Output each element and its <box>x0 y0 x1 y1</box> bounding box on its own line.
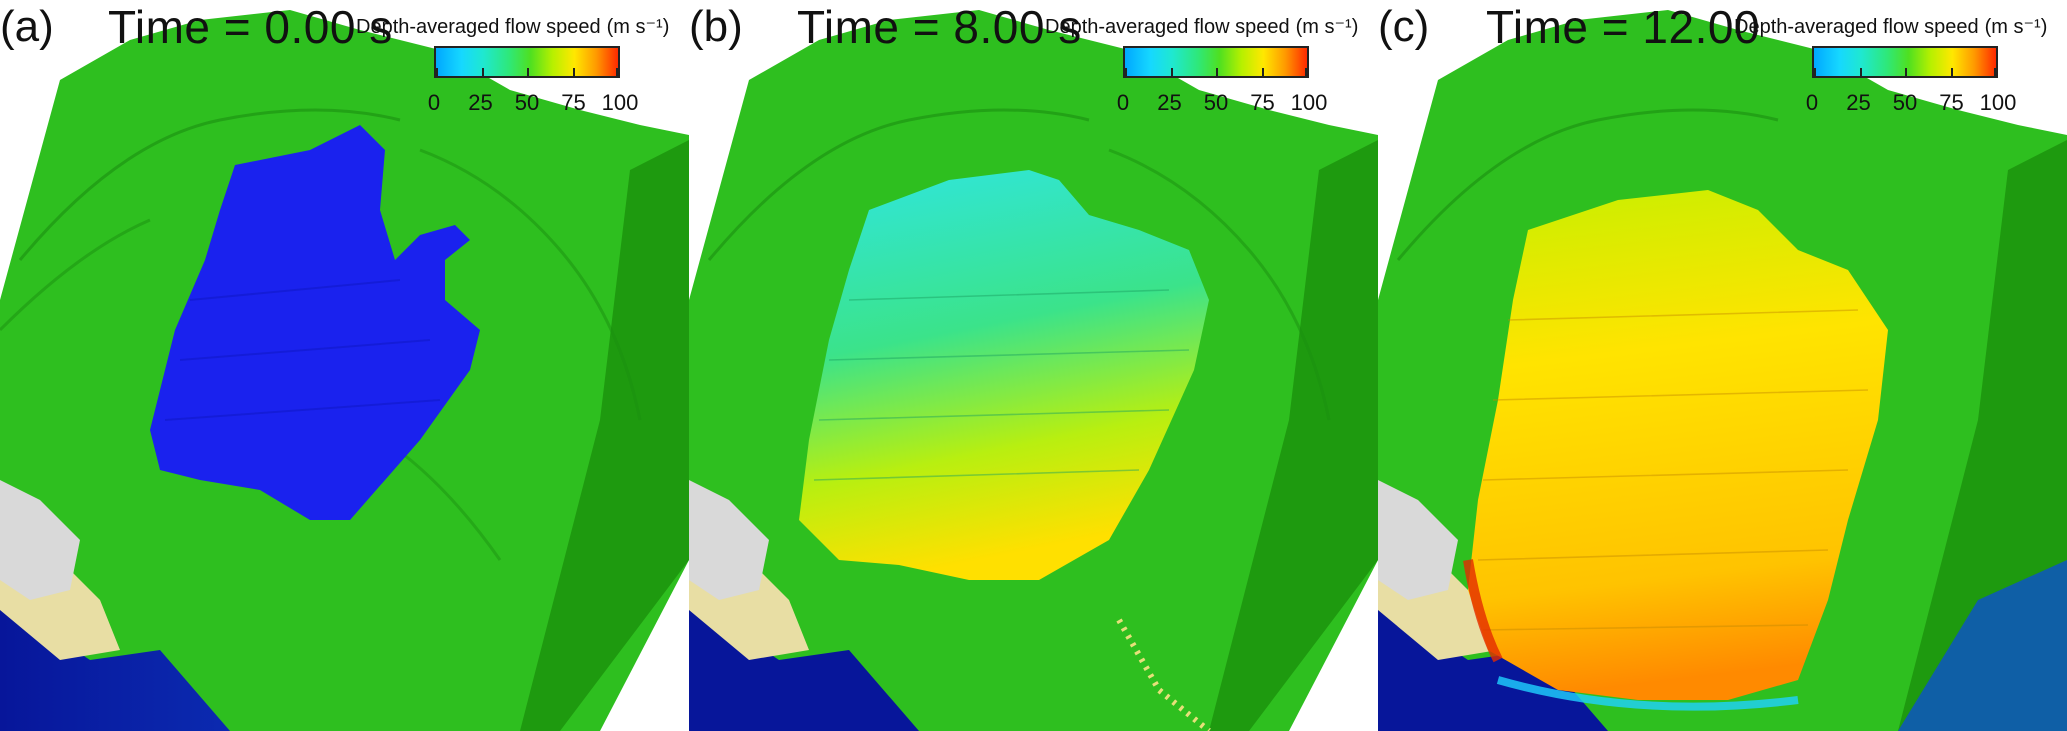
tick-25: 25 <box>1157 90 1182 115</box>
slide-mass <box>1468 190 1888 700</box>
rock <box>689 480 769 600</box>
time-title: Time = 0.00 s <box>108 1 393 53</box>
landslide-scene-a <box>0 10 689 731</box>
colorbar <box>1123 46 1309 78</box>
landslide-scene-b <box>689 10 1378 731</box>
cliff-face <box>1209 140 1378 731</box>
time-title: Time = 12.00 <box>1486 1 1761 53</box>
sea <box>0 600 230 731</box>
cliff-face <box>520 140 689 731</box>
panel-label: (a) <box>0 2 54 51</box>
tick-100: 100 <box>601 90 639 115</box>
colorbar-title: Depth-averaged flow speed (m s⁻¹) <box>1045 16 1359 38</box>
landslide-scene-c <box>1378 10 2067 731</box>
tick-0: 0 <box>427 90 441 115</box>
panel-c: (c) Time = 12.00 Depth-averaged flow spe… <box>1378 0 2067 731</box>
tick-75: 75 <box>1250 90 1275 115</box>
rock <box>0 480 80 600</box>
colorbar-tick-labels: 0 25 50 75 100 <box>428 90 638 116</box>
panel-b: (b) Time = 8.00 s Depth-averaged flow sp… <box>689 0 1378 731</box>
colorbar-title: Depth-averaged flow speed (m s⁻¹) <box>356 16 670 38</box>
tick-75: 75 <box>1939 90 1964 115</box>
tick-100: 100 <box>1979 90 2017 115</box>
tick-75: 75 <box>561 90 586 115</box>
rock <box>1378 480 1458 600</box>
panel-label: (c) <box>1378 2 1430 51</box>
tick-50: 50 <box>1892 90 1918 115</box>
tick-0: 0 <box>1116 90 1130 115</box>
slide-mass <box>799 170 1209 580</box>
tick-50: 50 <box>1203 90 1229 115</box>
sea <box>1378 600 1608 731</box>
colorbar <box>434 46 620 78</box>
tick-0: 0 <box>1805 90 1819 115</box>
panel-label: (b) <box>689 2 743 51</box>
tick-25: 25 <box>468 90 493 115</box>
tick-50: 50 <box>514 90 540 115</box>
panel-a: (a) Time = 0.00 s Depth-averaged flow sp… <box>0 0 689 731</box>
tick-25: 25 <box>1846 90 1871 115</box>
tick-100: 100 <box>1290 90 1328 115</box>
sea <box>689 600 919 731</box>
sea-shelf <box>1898 560 2067 731</box>
colorbar-tick-labels: 0 25 50 75 100 <box>1117 90 1327 116</box>
time-title: Time = 8.00 s <box>797 1 1082 53</box>
slide-mass <box>150 125 480 520</box>
colorbar-title: Depth-averaged flow speed (m s⁻¹) <box>1734 16 2048 38</box>
colorbar-tick-labels: 0 25 50 75 100 <box>1806 90 2016 116</box>
colorbar <box>1812 46 1998 78</box>
